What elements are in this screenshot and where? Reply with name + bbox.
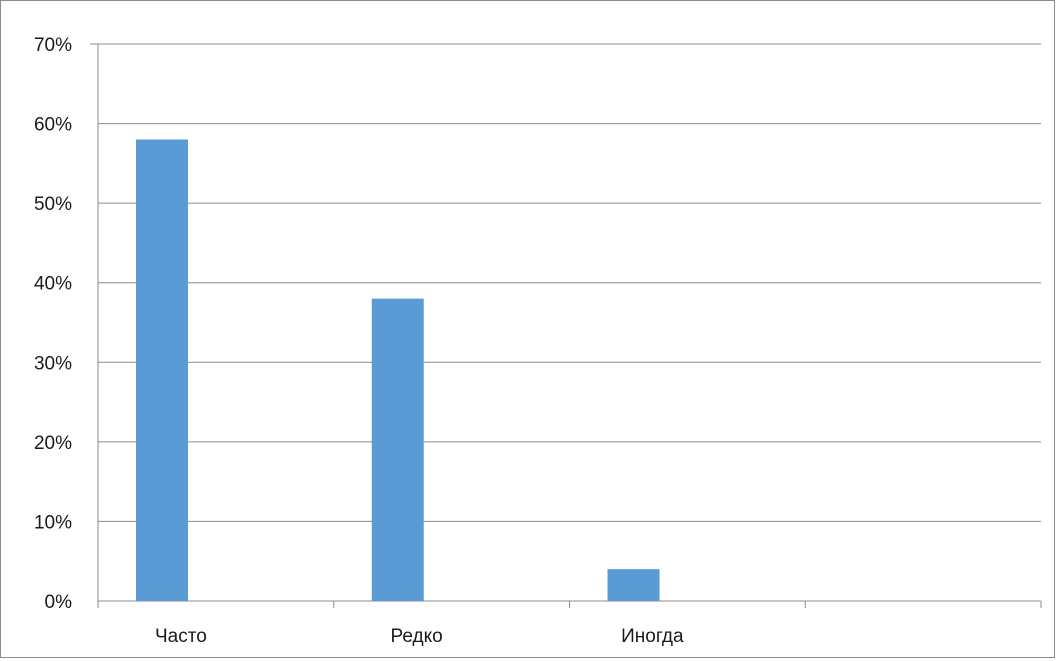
x-category-label: Иногда bbox=[621, 626, 684, 647]
y-tick-label: 70% bbox=[34, 35, 72, 56]
x-category-label: Часто bbox=[155, 626, 207, 647]
bar bbox=[371, 298, 424, 601]
y-tick-label: 60% bbox=[34, 115, 72, 136]
y-tick-label: 20% bbox=[34, 433, 72, 454]
bar bbox=[607, 569, 660, 601]
gridlines bbox=[98, 43, 1041, 522]
y-tick-label: 40% bbox=[34, 274, 72, 295]
y-tick-labels: 0% 10% 20% 30% 40% 50% 60% 70% bbox=[34, 35, 72, 613]
y-tick-label: 10% bbox=[34, 512, 72, 533]
y-tick-label: 30% bbox=[34, 353, 72, 374]
bar bbox=[136, 139, 188, 601]
axes bbox=[90, 43, 1042, 608]
bars bbox=[136, 139, 660, 601]
y-tick-label: 0% bbox=[45, 592, 73, 613]
x-category-labels: Часто Редко Иногда bbox=[155, 626, 684, 647]
x-category-label: Редко bbox=[391, 626, 443, 647]
y-tick-label: 50% bbox=[34, 194, 72, 215]
